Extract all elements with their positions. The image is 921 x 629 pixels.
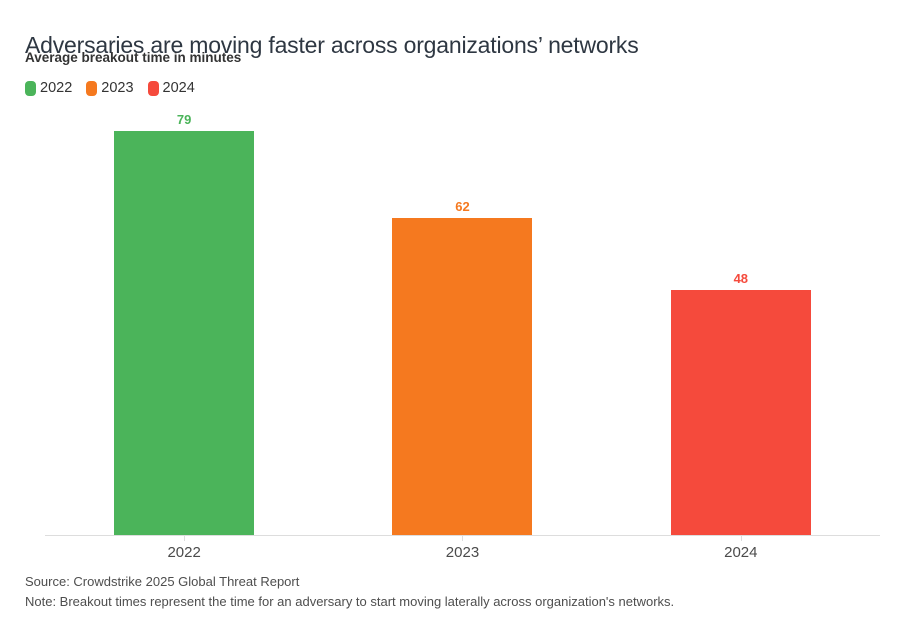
source-text: Source: Crowdstrike 2025 Global Threat R… — [25, 574, 300, 589]
legend-swatch-icon — [147, 80, 159, 96]
plot-area: 79 2022 62 2023 48 2024 — [45, 110, 880, 561]
axis-tick — [184, 535, 186, 541]
chart-subtitle: Average breakout time in minutes — [25, 50, 242, 65]
legend-swatch-icon — [25, 80, 36, 96]
chart-title: Adversaries are moving faster across org… — [25, 32, 639, 59]
x-axis-label: 2024 — [724, 544, 758, 561]
legend-item-2024: 2024 — [147, 80, 195, 96]
bar-value-label: 79 — [176, 112, 192, 127]
bar-2022 — [114, 131, 255, 535]
note-text: Note: Breakout times represent the time … — [25, 594, 675, 609]
legend: 2022 2023 2024 — [25, 80, 195, 96]
bar-value-label: 62 — [455, 199, 470, 214]
legend-label: 2022 — [40, 80, 73, 96]
axis-tick — [462, 535, 464, 541]
legend-swatch-icon — [86, 80, 98, 96]
x-axis-label: 2022 — [167, 544, 201, 561]
legend-label: 2024 — [162, 80, 195, 96]
bar-2023 — [392, 218, 533, 535]
x-axis-label: 2023 — [445, 544, 480, 561]
bar-column-2024: 48 2024 — [602, 110, 880, 561]
bar-2024 — [670, 290, 811, 535]
legend-item-2022: 2022 — [25, 80, 72, 96]
bar-column-2023: 62 2023 — [323, 110, 601, 561]
bar-column-2022: 79 2022 — [45, 110, 323, 561]
legend-item-2023: 2023 — [86, 80, 134, 96]
bar-value-label: 48 — [733, 271, 749, 286]
legend-label: 2023 — [101, 80, 134, 96]
axis-tick — [740, 535, 742, 541]
